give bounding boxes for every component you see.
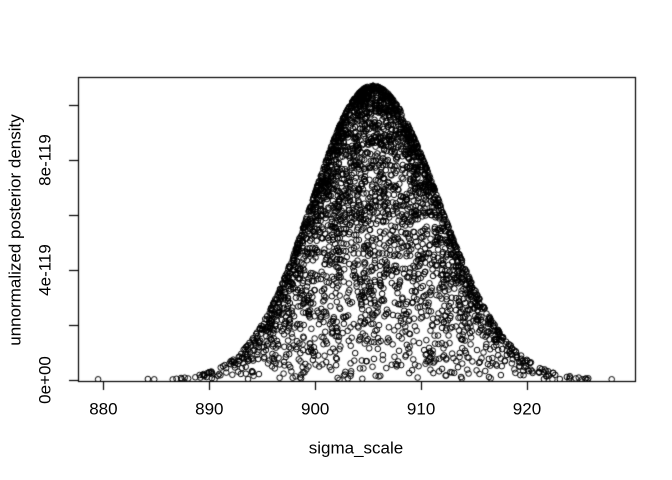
x-axis-title: sigma_scale	[308, 438, 404, 458]
x-tick-label: 910	[406, 399, 436, 419]
x-tick-label: 890	[195, 399, 224, 419]
x-tick-label: 880	[89, 399, 118, 419]
y-tick-label: 4e-119	[35, 244, 55, 296]
y-tick-label: 0e+00	[35, 355, 55, 404]
y-axis-title: unnormalized posterior density	[5, 114, 25, 346]
y-tick-label: 8e-119	[35, 134, 55, 186]
x-tick-label: 920	[512, 399, 542, 419]
x-tick-label: 900	[301, 399, 330, 419]
